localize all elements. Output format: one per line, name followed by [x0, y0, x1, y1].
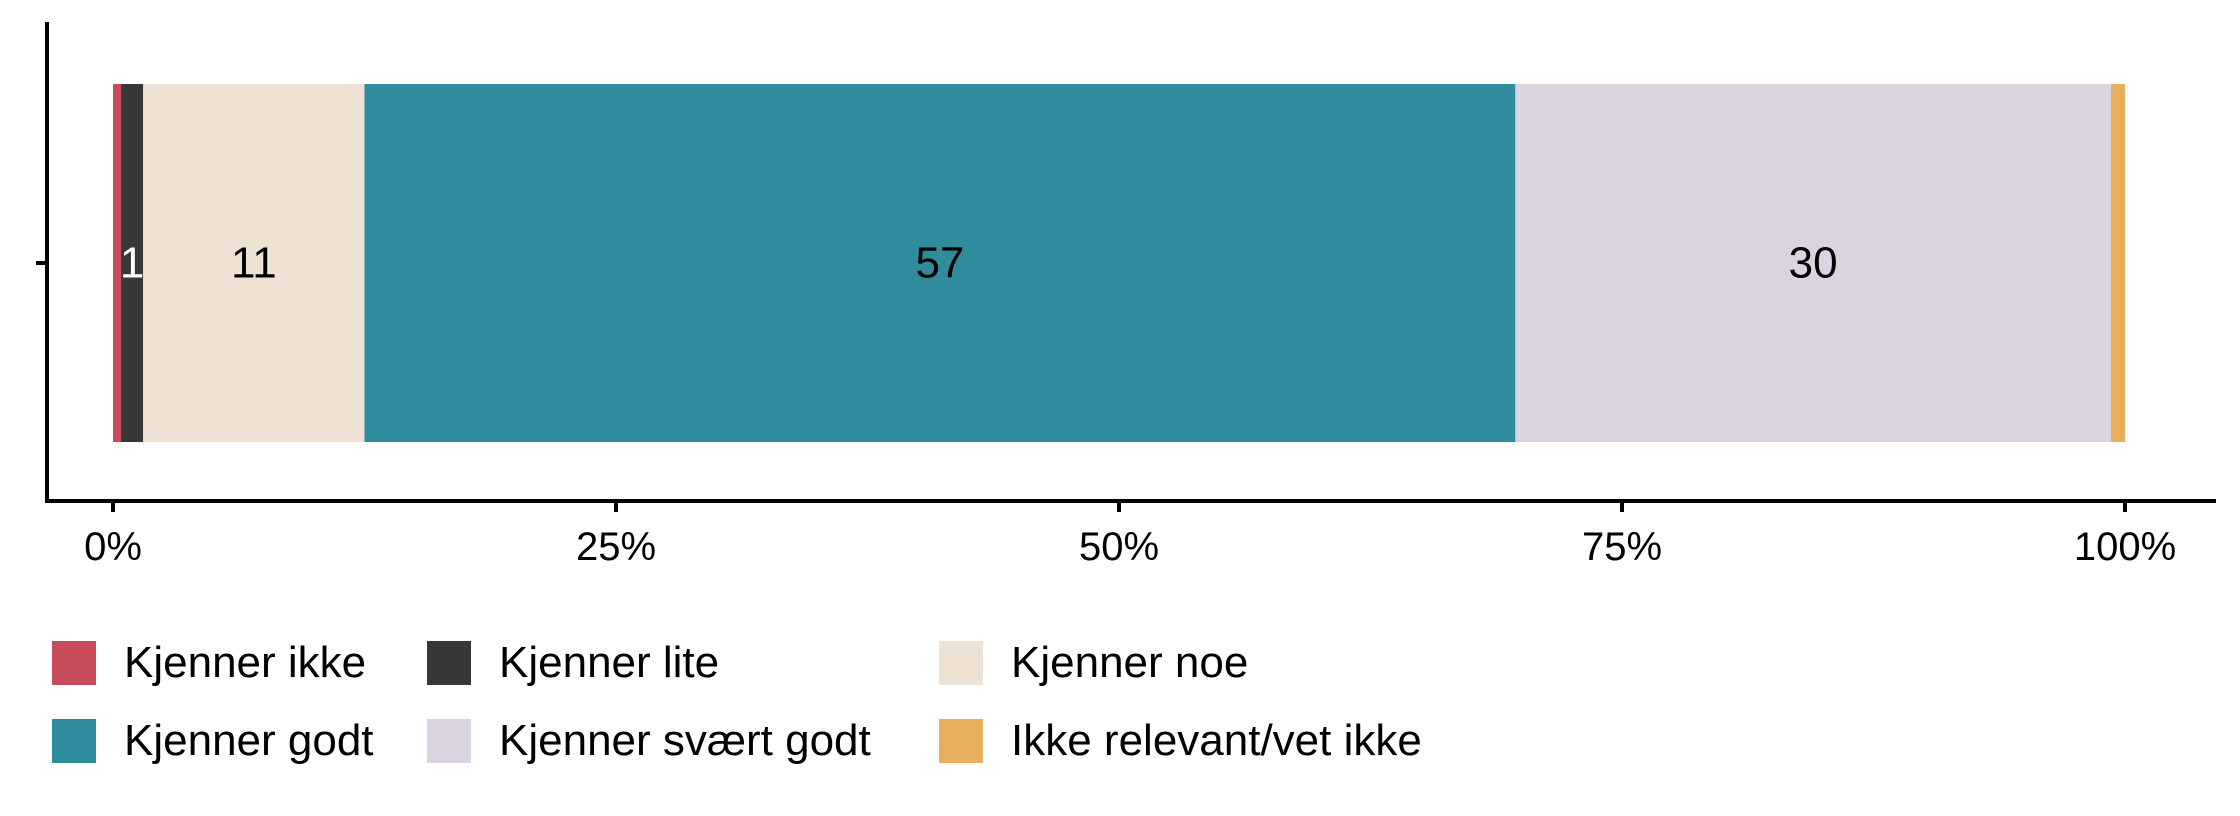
legend-swatch: [427, 641, 471, 685]
legend-label: Kjenner lite: [499, 638, 720, 687]
data-label-kjenner-godt: 57: [915, 239, 964, 288]
legend-swatch: [52, 641, 96, 685]
legend-label: Kjenner noe: [1011, 638, 1249, 687]
x-axis-ticks: 0% 25% 50% 75% 100%: [84, 501, 2176, 569]
legend-item-kjenner-ikke: Kjenner ikke: [52, 638, 427, 687]
legend-item-kjenner-noe: Kjenner noe: [939, 638, 1459, 687]
legend: Kjenner ikke Kjenner lite Kjenner noe Kjenn…: [52, 638, 1459, 765]
legend-swatch: [427, 719, 471, 763]
legend-label: Kjenner svært godt: [499, 716, 871, 765]
data-label-kjenner-sv-rt-godt: 30: [1789, 239, 1838, 288]
bar-segment-kjenner-sv-rt-godt: [1515, 84, 2111, 442]
x-tick-label: 75%: [1582, 525, 1662, 569]
legend-item-kjenner-godt: Kjenner godt: [52, 716, 427, 765]
stacked-bar-chart: 1 11 57 30 0% 25% 50% 75% 100%: [36, 22, 2216, 569]
legend-item-ikke-relevant-vet-ikke: Ikke relevant/vet ikke: [939, 716, 1459, 765]
x-tick-label: 50%: [1079, 525, 1159, 569]
x-tick-label: 0%: [84, 525, 142, 569]
x-tick-label: 100%: [2074, 525, 2176, 569]
bar-segments: [113, 84, 2125, 442]
data-label-kjenner-noe: 11: [231, 239, 277, 288]
legend-label: Ikke relevant/vet ikke: [1011, 716, 1422, 765]
x-tick-label: 25%: [576, 525, 656, 569]
data-label-kjenner-lite: 1: [120, 239, 144, 288]
legend-label: Kjenner ikke: [124, 638, 367, 687]
bar-segment-kjenner-noe: [143, 84, 365, 442]
legend-swatch: [52, 719, 96, 763]
bar-segment-ikke-relevant-vet-ikke: [2110, 84, 2125, 442]
bar-segment-kjenner-ikke: [113, 84, 122, 442]
bar-data-labels: 1 11 57 30: [120, 239, 1838, 288]
legend-label: Kjenner godt: [124, 716, 374, 765]
legend-swatch: [939, 641, 983, 685]
bar-segment-kjenner-godt: [364, 84, 1516, 442]
legend-item-kjenner-sv-rt-godt: Kjenner svært godt: [427, 716, 939, 765]
legend-swatch: [939, 719, 983, 763]
legend-item-kjenner-lite: Kjenner lite: [427, 638, 939, 687]
bar-segment-kjenner-lite: [121, 84, 144, 442]
